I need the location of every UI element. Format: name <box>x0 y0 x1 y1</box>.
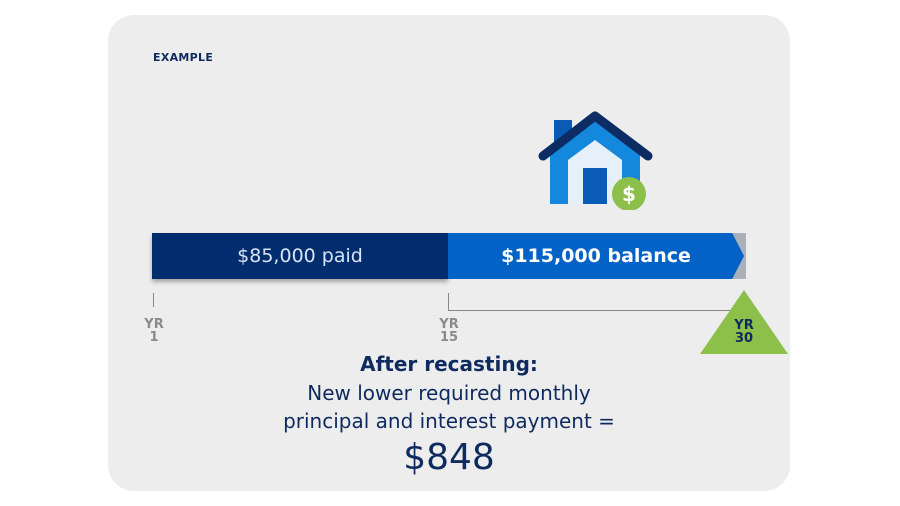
result-line2: principal and interest payment = <box>283 409 615 433</box>
svg-text:$: $ <box>622 182 636 206</box>
tick-yr1 <box>153 293 154 307</box>
dollar-icon: $ <box>612 177 646 210</box>
marker-yr30: YR 30 <box>734 318 754 346</box>
result-line1: New lower required monthly <box>307 381 591 405</box>
result-heading: After recasting: <box>360 352 538 376</box>
payment-amount: $848 <box>403 437 495 478</box>
yr30-triangle-icon <box>700 290 788 354</box>
marker-yr1: YR 1 <box>144 317 164 345</box>
example-label: EXAMPLE <box>153 51 214 64</box>
house-icon: $ <box>538 111 653 210</box>
marker-yr15: YR 15 <box>439 317 459 345</box>
tick-yr15 <box>448 293 449 311</box>
remaining-bracket <box>448 310 738 311</box>
balance-segment: $115,000 balance <box>448 233 744 279</box>
paid-segment: $85,000 paid <box>152 233 448 279</box>
